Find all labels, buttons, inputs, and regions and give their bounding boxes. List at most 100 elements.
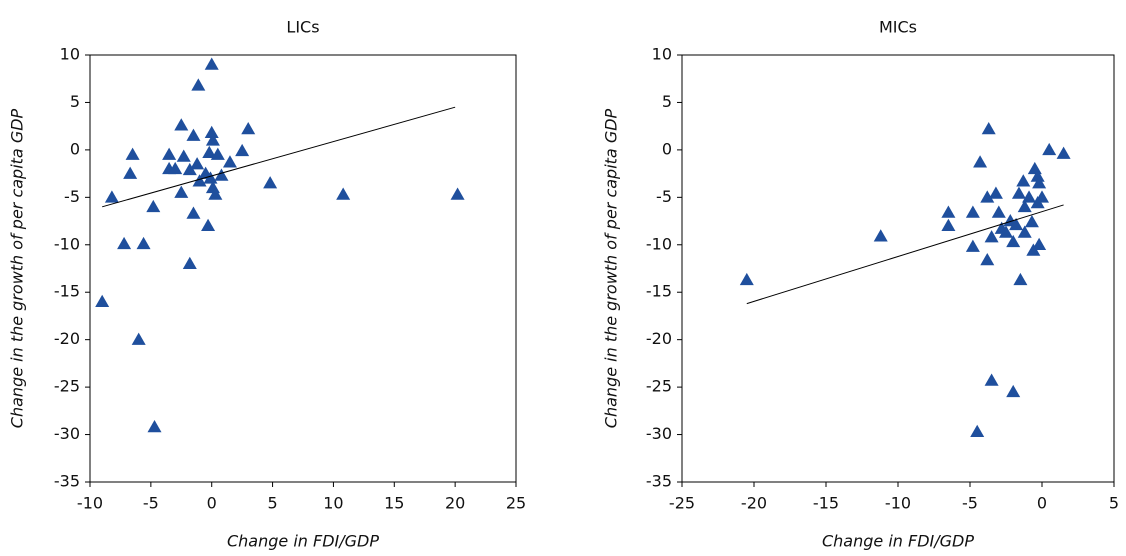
point	[970, 424, 985, 437]
point	[1009, 217, 1024, 231]
x-tick-label: 5	[1109, 494, 1119, 513]
point	[201, 218, 216, 232]
point	[186, 206, 201, 219]
y-tick-label: 5	[662, 92, 672, 111]
point	[999, 225, 1013, 238]
point	[202, 145, 217, 158]
point	[204, 125, 219, 139]
point	[241, 122, 256, 135]
point	[123, 166, 138, 179]
point	[117, 236, 132, 250]
y-axis-label: Change in the growth of per capita GDP	[8, 108, 27, 428]
x-tick-label: 10	[323, 494, 343, 513]
point	[235, 143, 250, 157]
point	[192, 174, 207, 187]
y-tick-label: -10	[646, 234, 672, 253]
trend-line	[746, 204, 1064, 305]
point	[965, 205, 980, 218]
x-tick-label: -5	[962, 494, 978, 513]
y-tick-label: -10	[54, 234, 80, 253]
point	[1027, 161, 1042, 175]
x-tick-label: -15	[813, 494, 839, 513]
point	[739, 272, 754, 286]
point	[1011, 186, 1026, 199]
y-tick-label: 5	[70, 92, 80, 111]
point	[205, 133, 220, 146]
point	[941, 218, 956, 232]
point	[980, 190, 995, 203]
y-tick-label: -35	[54, 472, 80, 491]
point	[450, 187, 465, 200]
x-tick-label: 0	[207, 494, 217, 513]
point	[991, 205, 1006, 218]
x-axis-label: Change in FDI/GDP	[822, 532, 974, 551]
point	[973, 155, 988, 168]
point	[1024, 215, 1039, 228]
point	[984, 230, 999, 243]
point	[214, 168, 229, 181]
y-tick-label: -35	[646, 472, 672, 491]
plot-frame	[681, 54, 1115, 483]
point	[1013, 272, 1028, 286]
x-tick-label: -25	[669, 494, 695, 513]
point	[941, 205, 956, 218]
point	[984, 373, 999, 386]
y-tick-label: 10	[652, 45, 672, 64]
point	[104, 190, 119, 203]
x-tick-label: 0	[1037, 494, 1047, 513]
point	[190, 157, 205, 170]
point	[147, 419, 162, 433]
point	[263, 176, 278, 189]
y-tick-label: 0	[662, 139, 672, 158]
y-tick-label: -5	[656, 187, 672, 206]
point	[186, 128, 201, 141]
point	[136, 236, 151, 250]
point	[182, 162, 197, 176]
point	[1017, 199, 1032, 213]
y-tick-label: -20	[54, 329, 80, 348]
point	[208, 187, 223, 200]
point	[1016, 174, 1031, 187]
point	[1022, 190, 1037, 203]
point	[176, 149, 191, 162]
point	[1006, 234, 1021, 248]
point	[203, 171, 218, 184]
x-tick-label: -10	[77, 494, 103, 513]
point	[1042, 142, 1057, 156]
point	[1006, 384, 1021, 398]
point	[168, 161, 183, 175]
point	[131, 332, 146, 345]
chart-title: MICs	[879, 18, 917, 37]
y-tick-label: -30	[646, 424, 672, 443]
x-tick-label: 5	[267, 494, 277, 513]
point	[336, 187, 351, 200]
point	[873, 229, 888, 242]
point	[125, 147, 140, 160]
y-tick-label: -25	[54, 377, 80, 396]
x-tick-label: 15	[384, 494, 404, 513]
point	[174, 185, 189, 198]
chart-title: LICs	[286, 18, 319, 37]
y-tick-label: -30	[54, 424, 80, 443]
point	[146, 199, 161, 213]
x-tick-label: 25	[506, 494, 526, 513]
point	[1030, 169, 1045, 182]
point	[95, 294, 110, 307]
x-tick-label: -10	[885, 494, 911, 513]
plot-frame	[89, 54, 517, 483]
point	[174, 118, 189, 131]
x-tick-label: 20	[445, 494, 465, 513]
y-tick-label: -20	[646, 329, 672, 348]
x-tick-label: -20	[741, 494, 767, 513]
y-tick-label: -15	[646, 282, 672, 301]
point	[965, 239, 980, 252]
y-tick-label: 0	[70, 139, 80, 158]
point	[980, 252, 995, 266]
point	[1032, 237, 1047, 251]
point	[204, 57, 219, 70]
x-tick-label: -5	[143, 494, 159, 513]
y-tick-label: -15	[54, 282, 80, 301]
point	[1056, 146, 1071, 159]
point	[210, 147, 225, 160]
